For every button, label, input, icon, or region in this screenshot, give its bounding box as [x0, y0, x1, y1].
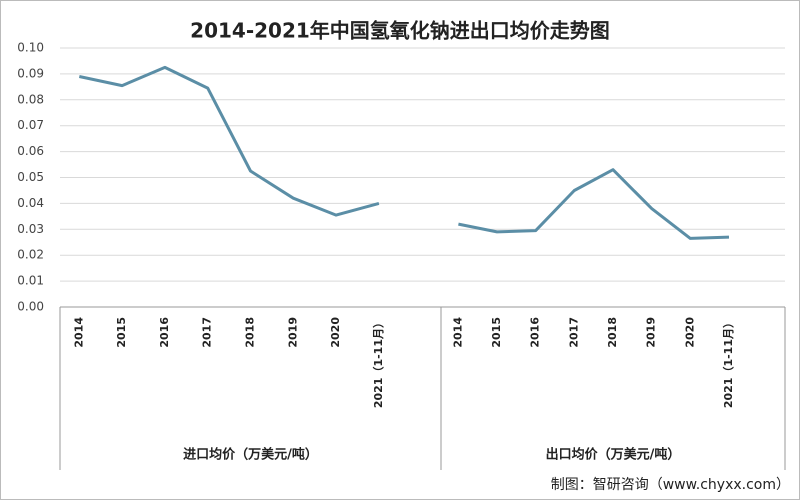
x-tick-label: 2018	[606, 317, 619, 348]
x-tick-label: 2020	[329, 317, 342, 348]
x-tick-label: 2017	[201, 317, 214, 348]
x-tick-label: 2020	[683, 317, 696, 348]
y-tick-label: 0.04	[17, 196, 44, 210]
x-tick-label: 2014	[72, 317, 85, 348]
y-tick-label: 0.08	[17, 92, 44, 106]
x-tick-label: 2018	[244, 317, 257, 348]
chart-title: 2014-2021年中国氢氧化钠进出口均价走势图	[190, 19, 610, 43]
group-label: 进口均价（万美元/吨）	[183, 447, 318, 463]
x-tick-label: 2015	[490, 317, 503, 348]
x-tick-label: 2019	[645, 317, 658, 348]
y-tick-label: 0.10	[17, 41, 44, 55]
x-tick-label: 2017	[567, 317, 580, 348]
x-tick-label: 2016	[529, 317, 542, 348]
line-series	[78, 65, 380, 217]
y-tick-label: 0.00	[17, 300, 44, 314]
y-tick-label: 0.09	[17, 66, 44, 80]
x-tick-label: 2015	[115, 317, 128, 348]
source: 制图：智研咨询（www.chyxx.com）	[551, 477, 790, 493]
x-tick-label: 2019	[286, 317, 299, 348]
x-tick-label: 2016	[158, 317, 171, 348]
x-tick-label: 2021（1-11月）	[372, 317, 385, 408]
y-tick-label: 0.02	[17, 248, 44, 262]
y-tick-label: 0.07	[17, 118, 44, 132]
x-tick-label: 2021（1-11月）	[722, 317, 735, 408]
x-tick-label: 2014	[451, 317, 464, 348]
line-series	[458, 168, 730, 240]
y-tick-label: 0.03	[17, 222, 44, 236]
group-label: 出口均价（万美元/吨）	[546, 447, 681, 463]
y-tick-label: 0.05	[17, 170, 44, 184]
y-tick-label: 0.06	[17, 144, 44, 158]
y-tick-label: 0.01	[17, 274, 44, 288]
